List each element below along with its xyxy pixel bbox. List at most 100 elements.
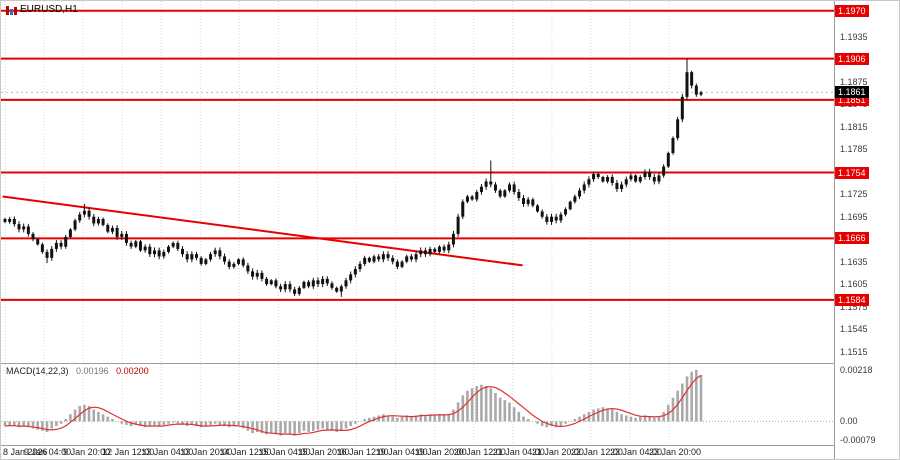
candle-body [115,227,119,237]
chart-icon [6,5,17,15]
candle-body [610,177,614,183]
candle-body [87,210,91,217]
candle-body [349,274,353,281]
time-axis-label: 23 Jan 04:00 [609,447,662,457]
candle-body [536,205,540,212]
candle-body [391,257,395,262]
candle-body [447,244,451,251]
macd-axis-label: 0.00218 [840,364,873,375]
candle-body [662,166,666,176]
candle-body [232,263,236,267]
candle-body [223,256,227,262]
time-axis-label: 9 Jan 20:00 [63,447,111,457]
candle-body [129,242,133,247]
candle-body [176,242,180,249]
candle-body [325,278,329,284]
time-axis-label: 21 Jan 04:00 [492,447,545,457]
candle-body [694,85,698,95]
candle-body [484,181,488,187]
candle-body [269,280,273,285]
candle-body [409,256,413,260]
candle-body [3,218,7,222]
time-axis-label: 19 Jan 04:00 [375,447,428,457]
candle-body [22,226,26,230]
candle-body [274,280,278,287]
candle-body [339,286,343,292]
candle-body [395,261,399,267]
time-axis-label: 15 Jan 04:00 [258,447,311,457]
candle-body [45,251,49,258]
candle-body [321,278,325,285]
candle-body [634,175,638,182]
trendline [2,195,523,267]
time-axis-label: 13 Jan 20:00 [180,447,233,457]
indicator-name: MACD(14,22,3) [6,366,69,376]
candle-body [372,256,376,262]
candle-body [615,183,619,189]
symbol-label: EURUSD,H1 [6,4,78,15]
candle-body [36,239,40,245]
candle-body [690,72,694,86]
candle-body [92,216,96,224]
price-tick-label: 1.1815 [840,121,868,132]
candle-body [110,227,114,232]
candle-body [470,196,474,200]
candle-body [124,233,128,243]
macd-signal-line [4,374,702,436]
candle-body [297,287,301,294]
candle-body [624,179,628,185]
candle-body [451,233,455,245]
candle-body [423,250,427,255]
candle-body [620,184,624,189]
candle-body [699,92,703,95]
price-axis[interactable]: 1.19351.18751.18451.18151.17851.17251.16… [834,1,899,459]
candle-body [503,190,507,197]
candle-body [181,248,185,255]
candle-body [40,244,44,252]
indicator-label: MACD(14,22,3) 0.00196 0.00200 [6,366,149,376]
price-tick-label: 1.1935 [840,31,868,42]
candle-body [386,254,390,258]
candle-body [428,248,432,255]
candle-body [550,216,554,222]
candle-body [162,251,166,257]
candle-body [601,177,605,182]
candle-body [461,201,465,217]
candle-body [12,218,16,225]
candle-body [652,177,656,182]
candle-body [592,174,596,180]
candle-body [335,287,339,292]
candle-body [377,256,381,260]
candle-body [288,284,292,290]
candle-body [582,184,586,191]
price-tick-label: 1.1575 [840,301,868,312]
candle-body [531,199,535,206]
candle-body [456,216,460,234]
candle-body [246,265,250,272]
candle-body [106,224,110,232]
candle-body [209,254,213,260]
candle-body [73,220,77,230]
candle-body [241,259,245,266]
candle-body [50,248,54,258]
candle-body [120,233,124,237]
candle-body [419,250,423,255]
candle-body [138,241,142,251]
price-level-label: 1.1970 [835,4,869,17]
candle-body [671,138,675,154]
time-axis-label: 14 Jan 12:00 [219,447,272,457]
time-axis[interactable]: 8 Jan 2026 9 Jan 04:00 9 Jan 20:00 12 Jan 1… [1,447,837,459]
candle-body [171,242,175,247]
candle-body [433,248,437,252]
candle-body [204,259,208,264]
current-price-label: 1.1861 [835,86,869,99]
candle-body [190,254,194,260]
candle-body [465,196,469,202]
chart-plot-area[interactable] [1,1,837,460]
candle-body [568,201,572,210]
candle-body [311,280,315,287]
candle-body [17,224,21,230]
candle-body [199,257,203,264]
candle-body [676,119,680,139]
candle-body [293,289,297,294]
